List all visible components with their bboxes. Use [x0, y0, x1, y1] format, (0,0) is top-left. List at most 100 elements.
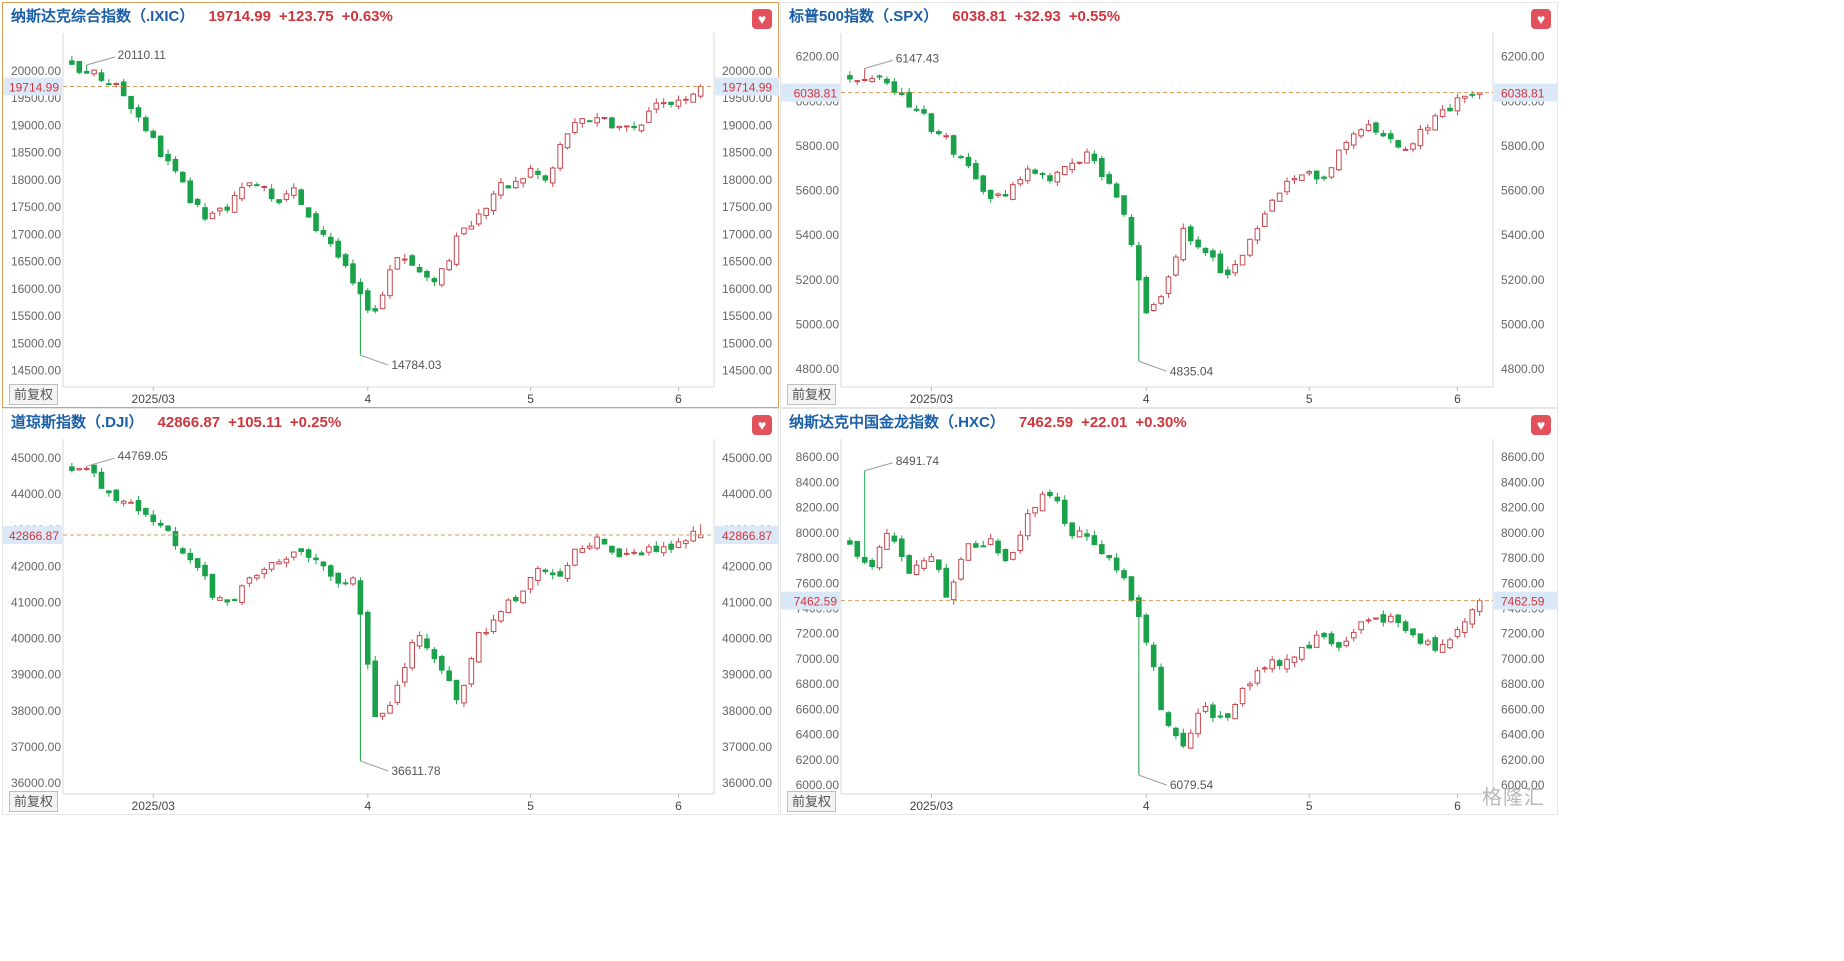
- candle-body: [854, 540, 861, 557]
- candle-body: [1262, 213, 1268, 227]
- candle: [83, 466, 90, 471]
- candle: [335, 237, 341, 260]
- candle-body: [1024, 513, 1031, 537]
- y-tick-right: 17000.00: [722, 227, 772, 241]
- candle: [209, 573, 216, 600]
- heart-icon[interactable]: ♥: [752, 9, 772, 29]
- candle: [1358, 127, 1364, 139]
- y-tick-right: 6400.00: [1501, 728, 1545, 742]
- candle-body: [1047, 491, 1053, 497]
- y-tick-right: 7600.00: [1501, 576, 1545, 590]
- y-tick-left: 5000.00: [796, 317, 840, 331]
- candle-body: [1284, 180, 1290, 193]
- candle: [379, 712, 386, 720]
- candle: [1373, 121, 1379, 136]
- candle-body: [1224, 713, 1231, 718]
- heart-icon[interactable]: ♥: [752, 415, 772, 435]
- candle-body: [394, 257, 401, 270]
- candle: [298, 548, 305, 556]
- candle: [468, 220, 475, 230]
- x-tick-label: 5: [527, 799, 534, 813]
- hxc-name[interactable]: 纳斯达克中国金龙指数（.HXC）: [789, 414, 1005, 431]
- candle-body: [217, 597, 223, 601]
- candle-body: [869, 559, 875, 568]
- ixic-panel[interactable]: 纳斯达克综合指数（.IXIC） 19714.99 +123.75 +0.63% ♥ 2…: [2, 2, 779, 408]
- candle: [98, 468, 105, 489]
- candle: [1254, 225, 1261, 245]
- hxc-panel[interactable]: 纳斯达克中国金龙指数（.HXC） 7462.59 +22.01 +0.30% ♥ 86…: [780, 408, 1558, 815]
- candle-body: [1210, 704, 1216, 718]
- spx-panel[interactable]: 标普500指数（.SPX） 6038.81 +32.93 +0.55% ♥ 6200.…: [780, 2, 1558, 408]
- candle-body: [106, 83, 112, 86]
- candle-body: [564, 565, 571, 580]
- hxc-chart[interactable]: 8600.00 8600.00 8400.00 8400.00 8200.00 8200.…: [781, 409, 1559, 816]
- candle-body: [1158, 666, 1164, 711]
- y-tick-left: 15500.00: [11, 309, 61, 323]
- candle: [83, 64, 90, 74]
- candle: [1187, 729, 1194, 750]
- candle-body: [468, 225, 475, 230]
- candle-body: [869, 77, 875, 83]
- candle-body: [1350, 631, 1357, 639]
- candle-body: [943, 135, 950, 138]
- candle: [1173, 726, 1179, 740]
- candle: [854, 540, 861, 560]
- candle: [943, 563, 950, 598]
- candle-body: [291, 551, 297, 558]
- candle-body: [209, 212, 216, 220]
- restore-toggle[interactable]: 前复权: [9, 791, 59, 812]
- candle-body: [1284, 658, 1290, 670]
- candle-body: [298, 548, 305, 552]
- heart-icon[interactable]: ♥: [1531, 415, 1551, 435]
- candle-body: [847, 540, 853, 545]
- candle: [936, 129, 942, 136]
- candle: [973, 159, 979, 180]
- candle: [660, 541, 667, 557]
- x-tick-label: 4: [364, 799, 371, 813]
- candle-body: [1084, 533, 1090, 537]
- candle-body: [143, 508, 149, 515]
- restore-toggle[interactable]: 前复权: [9, 384, 59, 405]
- candle-body: [1299, 174, 1305, 181]
- last-price-badge-right: [1494, 591, 1558, 610]
- candle-body: [847, 75, 853, 80]
- candle: [1165, 711, 1172, 728]
- candle: [128, 499, 134, 504]
- candle-body: [1150, 304, 1157, 312]
- candle-body: [505, 599, 512, 614]
- spx-name[interactable]: 标普500指数（.SPX）: [789, 8, 939, 25]
- ixic-price: 19714.99: [208, 8, 271, 25]
- candle: [120, 499, 127, 507]
- spx-chart[interactable]: 6200.006200.006000.006000.005800.005800.…: [781, 3, 1559, 409]
- candle-body: [438, 655, 445, 671]
- dji-header: 道琼斯指数（.DJI） 42866.87 +105.11 +0.25%: [3, 409, 778, 437]
- candle-body: [268, 561, 275, 570]
- dji-chart[interactable]: 45000.0045000.0044000.0044000.0043000.00…: [3, 409, 780, 816]
- candle: [254, 182, 260, 187]
- candle-body: [549, 572, 556, 576]
- restore-toggle[interactable]: 前复权: [787, 791, 837, 812]
- candle: [305, 548, 312, 563]
- candle: [690, 92, 697, 103]
- x-tick-label: 5: [527, 392, 534, 406]
- candle: [653, 98, 660, 114]
- candle: [512, 176, 519, 189]
- candle: [594, 533, 600, 551]
- candle: [527, 577, 534, 594]
- candle-body: [1291, 656, 1298, 663]
- restore-toggle[interactable]: 前复权: [787, 384, 837, 405]
- y-tick-left: 6400.00: [796, 728, 840, 742]
- candle: [1054, 170, 1061, 187]
- ixic-name[interactable]: 纳斯达克综合指数（.IXIC）: [11, 8, 195, 25]
- candle-body: [1047, 175, 1053, 182]
- candle-body: [498, 182, 504, 196]
- candle: [1017, 176, 1024, 187]
- heart-icon[interactable]: ♥: [1531, 9, 1551, 29]
- candle-body: [943, 567, 950, 598]
- dji-name[interactable]: 道琼斯指数（.DJI）: [11, 414, 144, 431]
- candle: [527, 164, 534, 179]
- candle-body: [891, 535, 898, 542]
- candle: [1136, 241, 1142, 362]
- dji-panel[interactable]: 道琼斯指数（.DJI） 42866.87 +105.11 +0.25% ♥ 45000…: [2, 408, 779, 815]
